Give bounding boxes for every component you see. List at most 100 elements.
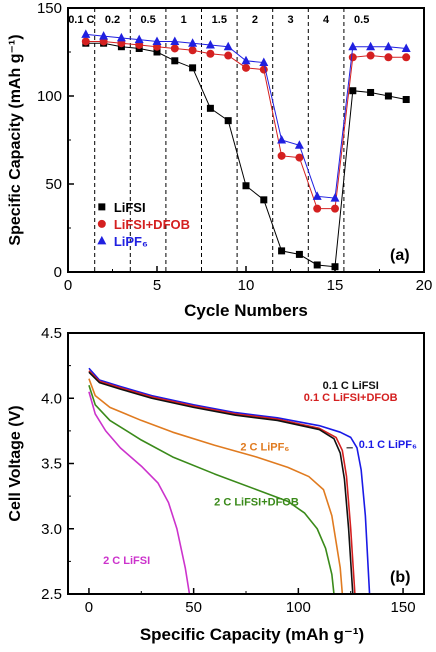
data-point (278, 247, 286, 255)
data-point (153, 48, 161, 56)
x-tick-label-b: 100 (286, 599, 311, 616)
x-tick-label-a: 0 (64, 277, 72, 294)
x-tick-label-b: 0 (85, 599, 93, 616)
curve-2 (88, 371, 354, 595)
data-point (116, 32, 126, 42)
series-1 (81, 37, 411, 213)
data-point (349, 87, 357, 95)
plot-frame-b (67, 332, 425, 595)
data-point (277, 151, 286, 160)
curve-label: 0.1 C LiFSI (323, 380, 379, 392)
panel-label-a: (a) (390, 247, 410, 264)
curve-0 (88, 367, 371, 595)
y-axis-label-b: Cell Voltage (V) (7, 405, 24, 521)
data-point (242, 63, 250, 72)
plot-frame-a (67, 7, 425, 273)
data-point (348, 53, 357, 62)
rate-label: 4 (323, 14, 330, 26)
curve-label: 2 C LiFSI (103, 555, 150, 567)
data-point (366, 41, 376, 51)
data-point (402, 96, 410, 104)
x-axis-label-a: Cycle Numbers (184, 301, 308, 320)
x-tick-label-a: 20 (416, 277, 433, 294)
y-tick-label-b: 4.5 (41, 325, 62, 342)
data-point (295, 153, 304, 162)
data-point (188, 46, 197, 55)
curve-3 (88, 378, 344, 595)
legend-a: LiFSI LiFSI+DFOB LiPF₆ (97, 200, 190, 249)
data-point (312, 191, 322, 200)
y-axis-label-a: Specific Capacity (mAh g⁻¹) (7, 34, 24, 245)
data-point (206, 104, 214, 112)
y-tick-label-a: 100 (37, 88, 62, 105)
series-group-a (81, 29, 411, 271)
data-point (224, 51, 233, 60)
rate-label: 0.2 (105, 14, 120, 26)
data-point (366, 51, 375, 60)
data-point (277, 135, 287, 144)
panel-label-b: (b) (390, 569, 410, 586)
data-point (189, 64, 197, 72)
x-tick-label-b: 50 (185, 599, 202, 616)
y-tick-label-b: 2.5 (41, 586, 62, 603)
data-point (188, 38, 198, 47)
data-point (170, 44, 179, 53)
curve-label: 0.1 C LiFSI+DFOB (304, 392, 398, 404)
y-tick-label-a: 0 (54, 264, 62, 281)
y-tick-label-b: 4.0 (41, 390, 62, 407)
curve-label: 2 C LiPF₆ (240, 441, 289, 453)
series-2 (81, 29, 411, 202)
curve-1 (88, 370, 356, 595)
data-point (224, 117, 232, 125)
curve-label: 0.1 C LiPF₆ (359, 439, 417, 451)
y-tick-label-b: 3.0 (41, 521, 62, 538)
data-point (99, 31, 109, 40)
y-tick-label-a: 150 (37, 0, 62, 17)
rate-label: 2 (252, 14, 258, 26)
x-axis-label-b: Specific Capacity (mAh g⁻¹) (140, 625, 364, 644)
data-point (241, 55, 251, 65)
axis-ticks-b: 0 50 100 150 2.5 3.0 3.5 4.0 4.5 (41, 325, 415, 616)
data-point (331, 263, 339, 271)
data-point (401, 43, 411, 52)
legend-marker (97, 219, 106, 228)
legend-entry: LiPF₆ (114, 234, 148, 249)
data-point (81, 29, 91, 38)
legend-entry: LiFSI (114, 200, 146, 215)
data-point (170, 36, 180, 45)
rate-label: 1.5 (212, 14, 227, 26)
data-point (331, 204, 339, 213)
x-tick-label-b: 150 (391, 599, 416, 616)
data-point (367, 88, 375, 96)
data-point (242, 182, 250, 190)
y-tick-label-b: 3.5 (41, 456, 62, 473)
data-point (152, 36, 162, 45)
x-tick-label-a: 15 (327, 277, 344, 294)
data-point (259, 65, 268, 74)
legend-marker (98, 203, 106, 211)
curve-5 (88, 391, 191, 595)
data-point (81, 37, 90, 46)
data-point (134, 34, 144, 44)
rate-label: 3 (287, 14, 293, 26)
data-point (295, 250, 303, 258)
data-point (223, 41, 233, 51)
legend-entry: LiFSI+DFOB (114, 217, 190, 232)
data-point (171, 57, 179, 65)
axis-ticks-a: 0 5 10 15 20 0 50 100 150 (37, 0, 432, 294)
data-point (313, 261, 321, 269)
legend-marker (97, 235, 107, 245)
rate-labels: 0.1 C 0.2 0.5 1 1.5 2 3 4 0.5 (68, 14, 369, 26)
series-group-b (88, 367, 371, 595)
curve-label: 2 C LiFSI+DFOB (214, 496, 299, 508)
data-point (330, 193, 340, 202)
curve-4 (88, 384, 335, 595)
data-point (384, 53, 393, 62)
data-point (313, 204, 322, 213)
rate-label: 0.5 (140, 14, 155, 26)
data-point (402, 53, 411, 62)
